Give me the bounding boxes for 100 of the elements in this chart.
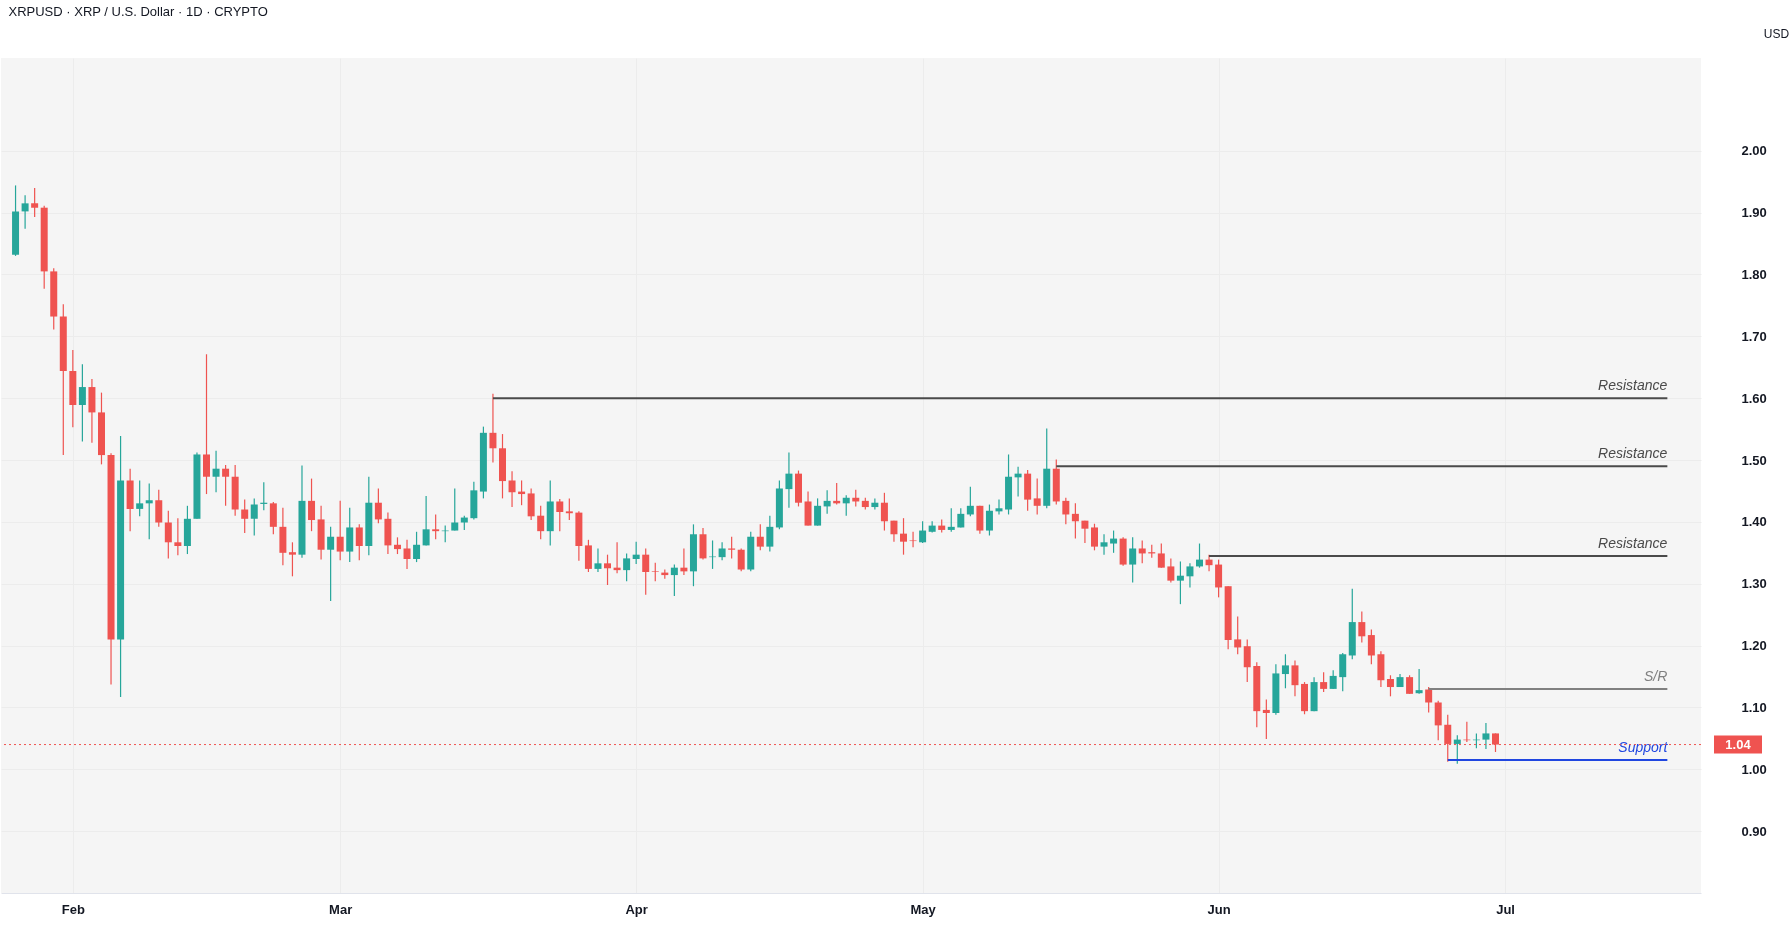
candlestick [1320, 671, 1328, 693]
y-tick-label: 1.40 [1741, 514, 1767, 530]
series-label: Resistance [1598, 445, 1668, 462]
candlestick [21, 194, 29, 230]
candlestick [1482, 722, 1490, 750]
candlestick [985, 503, 993, 537]
candlestick [327, 526, 335, 602]
candlestick [1129, 536, 1137, 584]
candlestick [250, 497, 258, 537]
candlestick [1329, 669, 1337, 690]
y-tick-label: 1.60 [1741, 390, 1767, 406]
candlestick [785, 452, 793, 509]
x-tick-label: Feb [61, 901, 85, 917]
candlestick [766, 515, 774, 553]
candlestick [164, 510, 172, 559]
ref-line-label: 1.04 [1725, 736, 1752, 752]
candlestick [642, 547, 650, 596]
candlestick [374, 487, 382, 524]
candlestick [508, 470, 516, 508]
candlestick [451, 487, 459, 532]
candlestick [269, 501, 277, 535]
series-label: Resistance [1598, 377, 1668, 394]
candlestick [1186, 562, 1194, 589]
candlestick [1176, 560, 1184, 605]
candlestick [880, 492, 888, 532]
candlestick [145, 482, 153, 540]
candlestick [814, 497, 822, 527]
candlestick [1062, 497, 1070, 525]
candlestick [670, 563, 678, 597]
candlestick [1138, 539, 1146, 564]
candlestick [1386, 674, 1394, 697]
candlestick [1425, 686, 1433, 713]
candlestick [565, 497, 573, 521]
candlestick [155, 489, 163, 528]
candlestick [413, 531, 421, 563]
candlestick [1406, 674, 1414, 695]
candlestick [900, 517, 908, 556]
candlestick [919, 520, 927, 544]
candlestick [422, 495, 430, 546]
candlestick [432, 513, 440, 540]
candlestick [623, 552, 631, 582]
y-tick-label: 1.20 [1741, 638, 1767, 654]
candlestick [78, 363, 86, 443]
y-tick-label: 2.00 [1741, 143, 1767, 159]
candlestick [1243, 638, 1251, 683]
candlestick [1367, 628, 1375, 665]
series-label: S/R [1644, 667, 1668, 684]
candlestick [1090, 523, 1098, 551]
candlestick [1110, 529, 1118, 554]
candlestick [1339, 652, 1347, 692]
candlestick [556, 498, 564, 532]
candlestick [651, 562, 659, 582]
x-tick-label: Apr [625, 901, 648, 917]
candlestick [1358, 610, 1366, 644]
candlestick [737, 547, 745, 572]
y-tick-label: 1.10 [1741, 699, 1767, 715]
y-tick-label: 1.90 [1741, 205, 1767, 221]
x-tick-label: May [910, 901, 937, 917]
candlestick [489, 393, 497, 464]
y-tick-label: 1.80 [1741, 266, 1767, 282]
candlestick [537, 505, 545, 540]
candlestick [728, 536, 736, 559]
candlestick [241, 499, 249, 534]
candlestick [584, 539, 592, 573]
candlestick [136, 479, 144, 517]
candlestick [1157, 542, 1165, 569]
candlestick [1434, 700, 1442, 741]
candlestick [995, 499, 1003, 516]
x-tick-label: Mar [329, 901, 353, 917]
candlestick [1205, 554, 1213, 572]
y-axis-title: USD [1763, 26, 1790, 41]
candlestick [1453, 734, 1461, 765]
candlestick [1100, 533, 1108, 556]
candlestick [1167, 557, 1175, 584]
candlestick [203, 353, 211, 495]
candlestick [222, 464, 230, 507]
y-tick-label: 0.90 [1741, 823, 1767, 839]
candlestick [842, 494, 850, 517]
candlestick [966, 486, 974, 517]
candlestick [871, 497, 879, 511]
candlestick [1281, 653, 1289, 689]
candlestick [336, 500, 344, 561]
candlestick [403, 539, 411, 570]
y-tick-label: 1.00 [1741, 761, 1767, 777]
candlestick [288, 541, 296, 577]
y-tick-label: 1.30 [1741, 576, 1767, 592]
candlestick [756, 523, 764, 551]
x-tick-label: Jul [1496, 901, 1515, 917]
candlestick [1291, 659, 1299, 697]
candlestick [604, 554, 612, 586]
series-label: Support [1618, 739, 1669, 756]
candlestick [174, 517, 182, 556]
candlestick [1215, 559, 1223, 598]
candlestick [823, 489, 831, 515]
series-label: Resistance [1598, 534, 1668, 551]
chart-title: XRPUSD · XRP / U.S. Dollar · 1D · CRYPTO [8, 4, 268, 19]
candlestick [1033, 477, 1041, 516]
candlestick [212, 450, 220, 493]
candlestick [632, 541, 640, 565]
x-tick-label: Jun [1207, 901, 1231, 917]
